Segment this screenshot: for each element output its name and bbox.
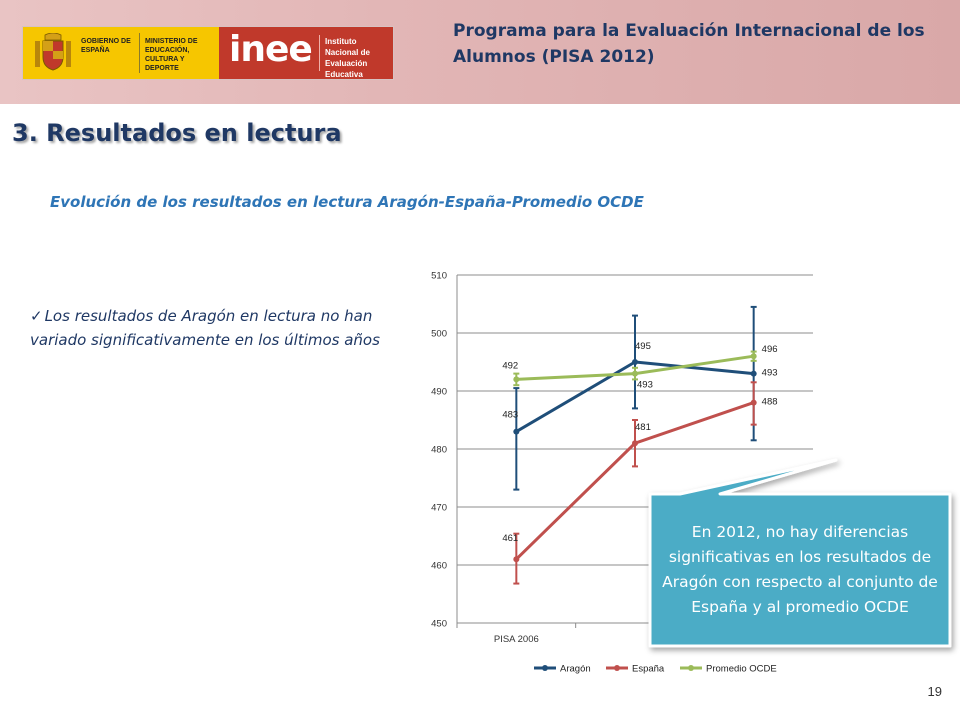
legend-marker bbox=[688, 665, 694, 671]
section-title: 3. Resultados en lectura bbox=[12, 119, 342, 147]
data-label: 483 bbox=[502, 410, 518, 421]
data-label: 496 bbox=[762, 344, 778, 355]
callout-text: En 2012, no hay diferencias significativ… bbox=[662, 523, 938, 616]
inee-wordmark: inee bbox=[229, 29, 313, 70]
legend-marker bbox=[614, 665, 620, 671]
data-point bbox=[632, 370, 638, 377]
legend-label: Promedio OCDE bbox=[706, 664, 777, 675]
y-tick-label: 510 bbox=[431, 271, 447, 282]
data-point bbox=[632, 359, 638, 365]
checkmark-icon: ✓ bbox=[30, 307, 43, 325]
inee-logo bbox=[219, 27, 393, 79]
bullet-point: ✓ Los resultados de Aragón en lectura no … bbox=[30, 304, 390, 352]
data-label: 481 bbox=[635, 422, 651, 433]
inee-label: Instituto Nacional de Evaluación Educati… bbox=[325, 37, 370, 79]
x-tick-label: PISA 2006 bbox=[494, 634, 539, 645]
legend-marker bbox=[542, 665, 548, 671]
y-tick-label: 480 bbox=[431, 445, 447, 456]
y-tick-label: 450 bbox=[431, 619, 447, 630]
data-point bbox=[750, 370, 757, 377]
data-label: 461 bbox=[502, 533, 518, 544]
data-point bbox=[513, 556, 520, 563]
government-logo: GOBIERNO DE ESPAÑA MINISTERIO DE EDUCACI… bbox=[23, 27, 219, 79]
government-label: GOBIERNO DE ESPAÑA bbox=[81, 38, 131, 54]
data-label: 492 bbox=[502, 360, 518, 371]
data-point bbox=[632, 440, 638, 447]
institution-logos: GOBIERNO DE ESPAÑA MINISTERIO DE EDUCACI… bbox=[22, 26, 394, 80]
data-label: 495 bbox=[635, 341, 651, 352]
data-point bbox=[513, 428, 520, 435]
bullet-text: Los resultados de Aragón en lectura no h… bbox=[30, 307, 380, 349]
ministry-label: MINISTERIO DE EDUCACIÓN, CULTURA Y DEPOR… bbox=[145, 38, 198, 72]
data-label: 488 bbox=[762, 397, 778, 408]
y-tick-label: 460 bbox=[431, 561, 447, 572]
chart-subtitle: Evolución de los resultados en lectura A… bbox=[50, 193, 644, 211]
page-number: 19 bbox=[927, 684, 942, 699]
callout-bubble bbox=[648, 458, 952, 648]
data-point bbox=[750, 353, 757, 360]
program-title: Programa para la Evaluación Internaciona… bbox=[453, 21, 925, 67]
data-point bbox=[513, 376, 520, 383]
data-label: 493 bbox=[762, 368, 778, 379]
y-tick-label: 470 bbox=[431, 503, 447, 514]
header-banner: GOBIERNO DE ESPAÑA MINISTERIO DE EDUCACI… bbox=[0, 0, 960, 104]
y-tick-label: 490 bbox=[431, 387, 447, 398]
legend-label: Aragón bbox=[560, 664, 591, 675]
inee-divider bbox=[319, 35, 320, 71]
logo-divider bbox=[139, 33, 140, 73]
data-point bbox=[750, 399, 757, 406]
legend-label: España bbox=[632, 664, 665, 675]
data-label: 493 bbox=[637, 380, 653, 391]
coat-of-arms-icon bbox=[35, 33, 71, 71]
y-tick-label: 500 bbox=[431, 329, 447, 340]
